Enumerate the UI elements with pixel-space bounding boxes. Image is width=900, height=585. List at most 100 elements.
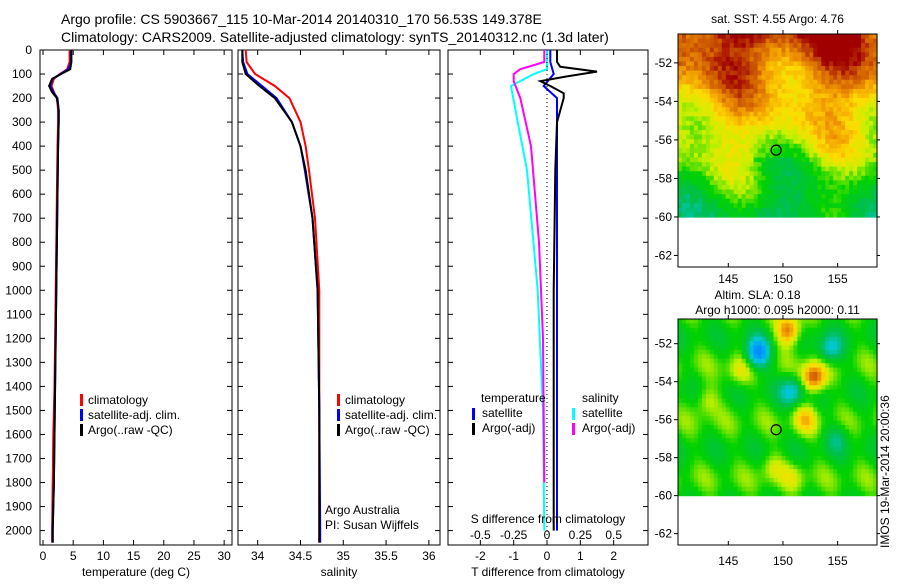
map-cell	[678, 148, 683, 154]
map-cell	[773, 451, 779, 457]
map-cell	[686, 354, 691, 360]
map-cell	[753, 93, 759, 99]
map-cell	[809, 148, 814, 154]
map-cell	[686, 166, 691, 172]
map-cell	[717, 116, 723, 122]
map-cell	[777, 482, 783, 488]
map-cell	[797, 93, 802, 99]
map-cell	[682, 420, 687, 426]
map-cell	[857, 171, 862, 177]
map-cell	[777, 184, 783, 191]
map-cell	[865, 88, 870, 95]
map-cell	[805, 171, 810, 177]
map-cell	[729, 148, 735, 154]
map-cell	[713, 88, 719, 95]
map-cell	[781, 198, 787, 204]
map-cell	[753, 107, 759, 113]
map-cell	[833, 376, 838, 382]
map-cell	[757, 380, 763, 386]
map-cell	[865, 491, 870, 497]
map-cell	[821, 380, 826, 386]
map-cell	[789, 43, 794, 49]
map-cell	[753, 125, 759, 131]
map-cell	[781, 194, 787, 200]
map-cell	[701, 93, 707, 99]
y-tick-label: 1800	[5, 476, 32, 490]
map-cell	[829, 139, 834, 145]
map-cell	[697, 111, 703, 117]
map-cell	[857, 130, 862, 136]
map-cell	[729, 420, 735, 426]
map-cell	[678, 93, 683, 99]
map-cell	[789, 372, 794, 377]
map-cell	[717, 349, 723, 355]
map-cell	[745, 134, 751, 140]
map-cell	[733, 70, 739, 76]
map-cell	[682, 367, 687, 373]
map-cell	[721, 354, 727, 360]
map-cell	[841, 88, 846, 95]
map-cell	[689, 411, 695, 417]
map-cell	[682, 125, 687, 131]
map-cell	[697, 460, 703, 466]
map-cell	[833, 478, 838, 483]
map-cell	[793, 143, 798, 149]
map-cell	[725, 367, 731, 373]
map-cell	[749, 175, 755, 181]
map-cell	[717, 157, 723, 163]
map-cell	[825, 341, 830, 347]
map-cell	[801, 372, 806, 377]
map-cell	[825, 61, 830, 67]
map-cell	[749, 425, 755, 430]
map-cell	[817, 198, 822, 204]
map-cell	[805, 194, 810, 200]
map-cell	[821, 402, 826, 408]
map-cell	[869, 175, 874, 181]
map-cell	[857, 482, 862, 488]
map-cell	[801, 116, 806, 122]
map-cell	[769, 363, 775, 369]
map-cell	[693, 341, 699, 347]
map-cell	[757, 332, 763, 338]
map-cell	[741, 398, 747, 404]
map-cell	[873, 398, 878, 404]
map-cell	[865, 134, 870, 140]
map-cell	[861, 139, 866, 145]
map-cell	[817, 79, 822, 85]
y-tick-label: 2000	[5, 524, 32, 538]
map-cell	[693, 184, 699, 191]
map-cell	[777, 451, 783, 457]
map-cell	[789, 207, 794, 213]
map-cell	[829, 189, 834, 195]
map-cell	[833, 332, 838, 338]
map-cell	[701, 102, 707, 108]
map-cell	[745, 166, 751, 172]
map-cell	[701, 84, 707, 90]
map-cell	[733, 134, 739, 140]
y-tick-label: 0	[25, 43, 32, 57]
map-cell	[693, 327, 699, 333]
map-cell	[785, 336, 791, 342]
map-cell	[817, 411, 822, 417]
map-cell	[857, 34, 862, 40]
map-cell	[821, 66, 826, 72]
map-cell	[733, 394, 739, 400]
map-cell	[805, 469, 810, 475]
map-cell	[793, 389, 798, 395]
map-cell	[869, 184, 874, 191]
map-cell	[717, 363, 723, 369]
map-cell	[689, 367, 695, 373]
map-cell	[733, 143, 739, 149]
map-cell	[821, 327, 826, 333]
map-cell	[853, 152, 858, 159]
map-cell	[697, 198, 703, 204]
map-cell	[865, 47, 870, 53]
map-cell	[861, 125, 866, 131]
map-cell	[805, 38, 810, 44]
map-cell	[725, 429, 731, 435]
map-cell	[789, 345, 794, 351]
map-cell	[829, 398, 834, 404]
map-cell	[833, 402, 838, 408]
map-cell	[741, 394, 747, 400]
map-cell	[789, 88, 794, 95]
